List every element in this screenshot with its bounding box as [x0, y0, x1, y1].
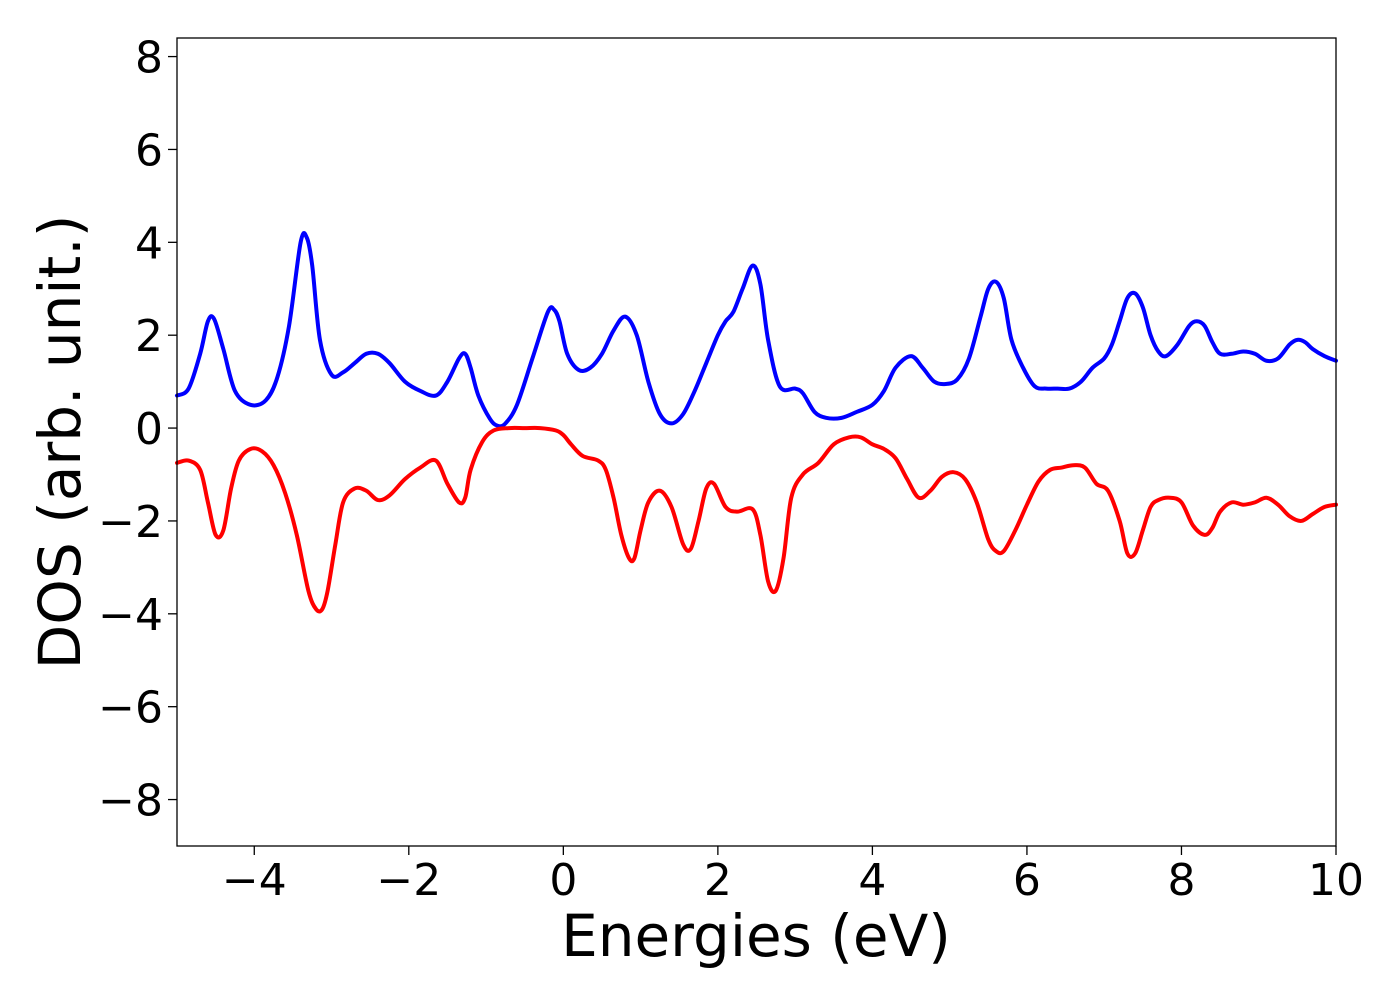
- dos-spin-down-line: [175, 425, 1338, 614]
- y-tick-label: 2: [135, 311, 163, 362]
- y-tick-label: −8: [98, 776, 163, 827]
- y-tick-label: −4: [98, 590, 163, 641]
- y-axis-title: DOS (arb. unit.): [26, 215, 94, 670]
- x-tick-label: 8: [1167, 855, 1195, 906]
- x-axis-title: Energies (eV): [561, 902, 951, 970]
- plot-frame: [176, 37, 1337, 847]
- y-tick-label: 6: [135, 125, 163, 176]
- x-tick-label: 10: [1308, 855, 1364, 906]
- x-axis: −4 −2 0 2 4 6 8 10: [222, 846, 1364, 906]
- x-tick-label: 6: [1013, 855, 1041, 906]
- x-tick-label: 4: [858, 855, 886, 906]
- y-tick-label: −6: [98, 683, 163, 734]
- x-tick-label: −2: [376, 855, 441, 906]
- x-tick-label: −4: [222, 855, 287, 906]
- series-layer: [175, 231, 1338, 614]
- y-tick-label: −2: [98, 497, 163, 548]
- y-axis: −8 −6 −4 −2 0 2 4 6 8: [98, 33, 177, 827]
- y-tick-label: 4: [135, 218, 163, 269]
- dos-spin-up-line: [175, 231, 1338, 429]
- y-tick-label: 0: [135, 404, 163, 455]
- y-tick-label: 8: [135, 33, 163, 84]
- x-tick-label: 0: [549, 855, 577, 906]
- plot-background: [177, 38, 1336, 846]
- x-tick-label: 2: [704, 855, 732, 906]
